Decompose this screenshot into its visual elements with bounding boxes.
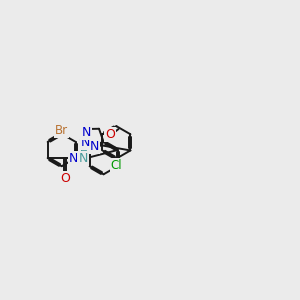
Text: O: O xyxy=(60,172,70,185)
Text: N: N xyxy=(69,152,78,165)
Text: N: N xyxy=(82,126,91,139)
Text: Cl: Cl xyxy=(111,158,122,172)
Text: N: N xyxy=(78,152,88,165)
Text: O: O xyxy=(105,128,115,141)
Text: N: N xyxy=(81,136,90,149)
Text: H: H xyxy=(80,147,87,157)
Text: Br: Br xyxy=(55,124,68,137)
Text: N: N xyxy=(89,140,99,153)
